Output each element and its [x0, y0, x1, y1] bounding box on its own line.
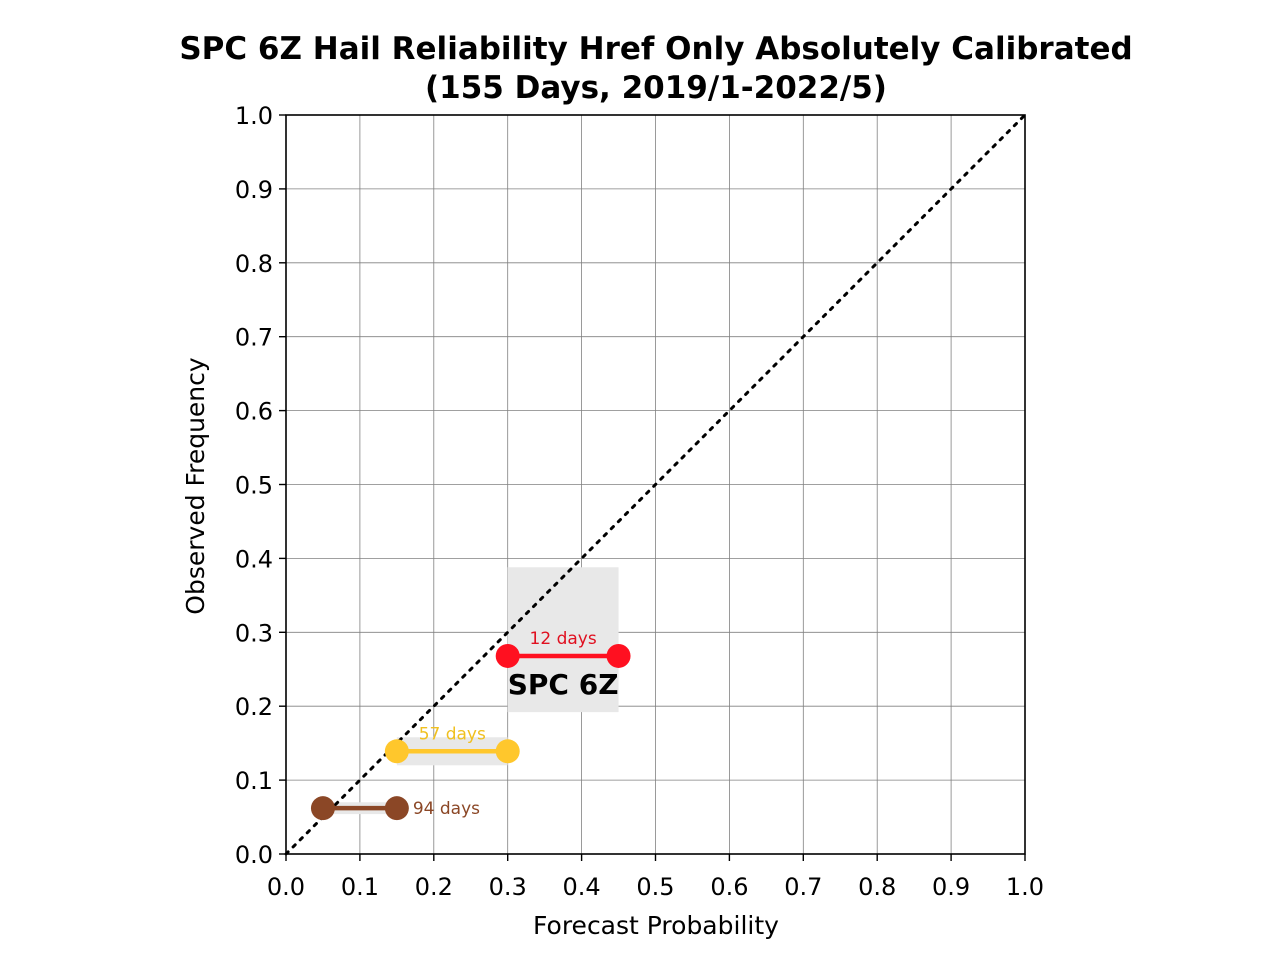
x-tick-label: 0.8: [858, 873, 896, 901]
y-axis-label: Observed Frequency: [181, 357, 210, 615]
annotation-label: SPC 6Z: [508, 668, 619, 701]
y-tick-label: 0.2: [235, 693, 273, 721]
x-tick-label: 0.1: [341, 873, 379, 901]
series-count-label: 12 days: [530, 629, 597, 649]
y-tick-label: 0.8: [235, 250, 273, 278]
x-tick-label: 0.7: [784, 873, 822, 901]
chart-title: SPC 6Z Hail Reliability Href Only Absolu…: [179, 31, 1132, 67]
series-count-label: 94 days: [413, 799, 480, 819]
x-tick-label: 0.9: [932, 873, 970, 901]
data-point: [384, 796, 409, 821]
uncertainty-box: [507, 567, 619, 713]
chart-subtitle: (155 Days, 2019/1-2022/5): [425, 70, 887, 106]
y-tick-label: 0.4: [235, 545, 273, 573]
y-tick-label: 0.5: [235, 472, 273, 500]
diagonal-line: [284, 113, 1027, 856]
y-tick-label: 0.9: [235, 176, 273, 204]
x-tick-label: 0.4: [563, 873, 601, 901]
data-point: [606, 643, 631, 668]
x-tick-label: 0.0: [267, 873, 305, 901]
x-tick-label: 0.3: [489, 873, 527, 901]
x-tick-label: 0.6: [710, 873, 748, 901]
data-point: [495, 739, 520, 764]
data-point: [384, 739, 409, 764]
y-tick-label: 0.6: [235, 398, 273, 426]
y-tick-label: 0.7: [235, 324, 273, 352]
y-tick-label: 0.3: [235, 619, 273, 647]
series-count-label: 57 days: [419, 724, 486, 744]
y-tick-label: 0.1: [235, 767, 273, 795]
x-tick-label: 1.0: [1006, 873, 1044, 901]
x-axis-label: Forecast Probability: [533, 911, 779, 940]
y-tick-label: 1.0: [235, 102, 273, 130]
x-tick-label: 0.2: [415, 873, 453, 901]
y-tick-label: 0.0: [235, 841, 273, 869]
x-tick-label: 0.5: [636, 873, 674, 901]
data-point: [310, 796, 335, 821]
data-point: [495, 643, 520, 668]
